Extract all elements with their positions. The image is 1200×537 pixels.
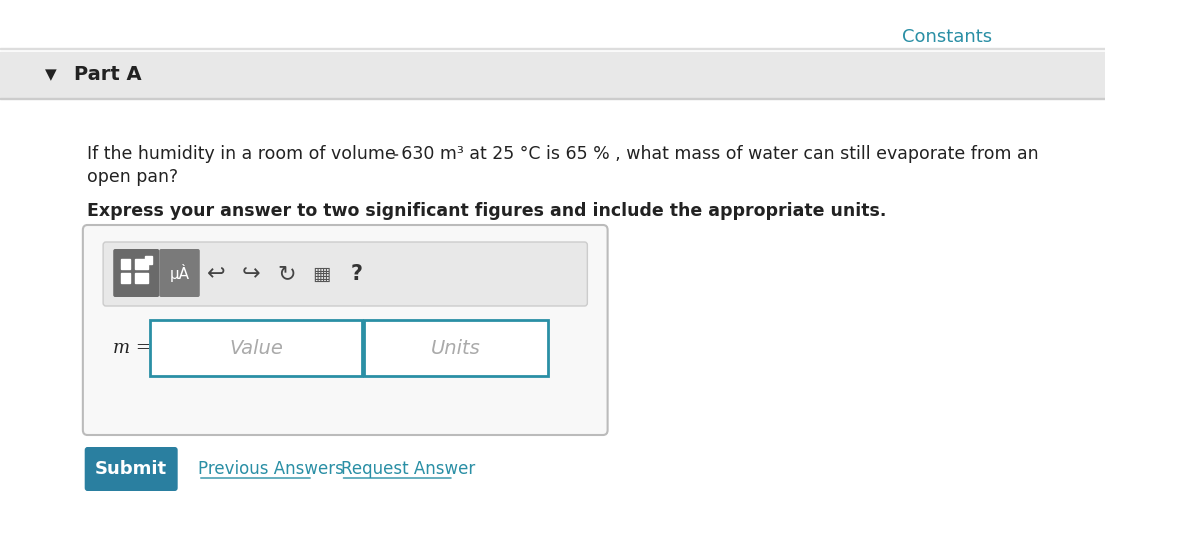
- Bar: [144, 256, 152, 264]
- Text: μÀ: μÀ: [169, 264, 190, 282]
- Text: Request Answer: Request Answer: [341, 460, 475, 478]
- Text: Units: Units: [431, 338, 480, 358]
- Text: If the humidity in a room of volume 630 m³ at 25 °C is 65 % , what mass of water: If the humidity in a room of volume 630 …: [88, 145, 1039, 163]
- Text: ↻: ↻: [277, 264, 295, 284]
- Bar: [136, 273, 149, 283]
- FancyBboxPatch shape: [85, 447, 178, 491]
- Text: Previous Answers: Previous Answers: [198, 460, 344, 478]
- Text: Part A: Part A: [73, 66, 142, 84]
- FancyBboxPatch shape: [113, 249, 160, 297]
- FancyBboxPatch shape: [160, 249, 199, 297]
- FancyBboxPatch shape: [103, 242, 587, 306]
- Bar: [121, 273, 130, 283]
- Text: ▼: ▼: [44, 68, 56, 83]
- Text: ↩: ↩: [208, 264, 226, 284]
- Bar: [136, 259, 149, 269]
- Bar: [121, 259, 130, 269]
- Text: Value: Value: [229, 338, 283, 358]
- Text: m =: m =: [113, 339, 151, 357]
- Text: ↪: ↪: [242, 264, 260, 284]
- Bar: [0, 52, 1105, 98]
- Bar: [150, 320, 362, 376]
- Bar: [0, 98, 1105, 99]
- Text: Constants: Constants: [902, 28, 992, 46]
- Bar: [364, 320, 547, 376]
- Text: Submit: Submit: [95, 460, 167, 478]
- FancyBboxPatch shape: [83, 225, 607, 435]
- Text: Express your answer to two significant figures and include the appropriate units: Express your answer to two significant f…: [88, 202, 887, 220]
- Bar: [0, 48, 1105, 49]
- Text: ▦: ▦: [312, 265, 330, 284]
- Text: ?: ?: [350, 264, 362, 284]
- Text: open pan?: open pan?: [88, 168, 179, 186]
